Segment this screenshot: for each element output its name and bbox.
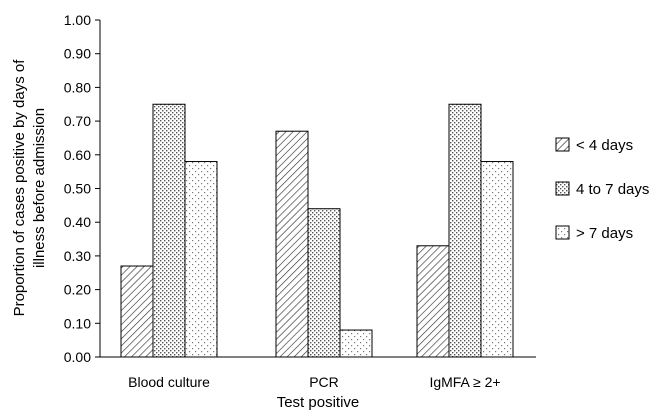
y-tick-label: 0.40: [64, 214, 91, 230]
bar: [307, 208, 341, 358]
x-axis-title: Test positive: [277, 394, 360, 411]
bar: [339, 329, 373, 358]
bar: [416, 245, 450, 358]
bars: [120, 103, 514, 358]
legend-swatch: [555, 137, 570, 152]
bar: [480, 161, 514, 358]
legend-label: > 7 days: [576, 225, 633, 242]
bar: [184, 161, 218, 358]
legend: < 4 days 4 to 7 days > 7 days: [555, 137, 649, 242]
bar: [275, 130, 309, 358]
y-tick-label: 0.50: [64, 181, 91, 197]
legend-label: 4 to 7 days: [576, 181, 649, 198]
x-tick-label: PCR: [309, 374, 339, 390]
y-tick-label: 0.10: [64, 315, 91, 331]
y-tick-label: 0.00: [64, 349, 91, 365]
x-tick-label: Blood culture: [128, 374, 210, 390]
bar: [152, 103, 186, 358]
y-tick-label: 0.70: [64, 113, 91, 129]
legend-swatch: [555, 181, 570, 196]
bar: [120, 265, 154, 358]
legend-label: < 4 days: [576, 137, 633, 154]
y-axis-title: Proportion of cases positive by days of i…: [11, 59, 48, 317]
bar: [448, 103, 482, 358]
y-tick-label: 0.90: [64, 46, 91, 62]
x-tick-label: IgMFA ≥ 2+: [429, 374, 500, 390]
y-tick-label: 1.00: [64, 12, 91, 28]
y-axis-title-line: Proportion of cases positive by days of: [11, 59, 28, 317]
y-tick-label: 0.20: [64, 282, 91, 298]
category-labels: Blood culture PCR IgMFA ≥ 2+: [128, 374, 500, 390]
legend-swatch: [555, 225, 570, 240]
y-tick-label: 0.80: [64, 79, 91, 95]
y-tick-label: 0.30: [64, 248, 91, 264]
y-axis-title-line: illness before admission: [31, 108, 48, 268]
y-tick-label: 0.60: [64, 147, 91, 163]
y-axis-ticks: 0.00 0.10 0.20 0.30 0.40 0.50 0.60 0.70 0.80 0.90…: [64, 12, 100, 365]
